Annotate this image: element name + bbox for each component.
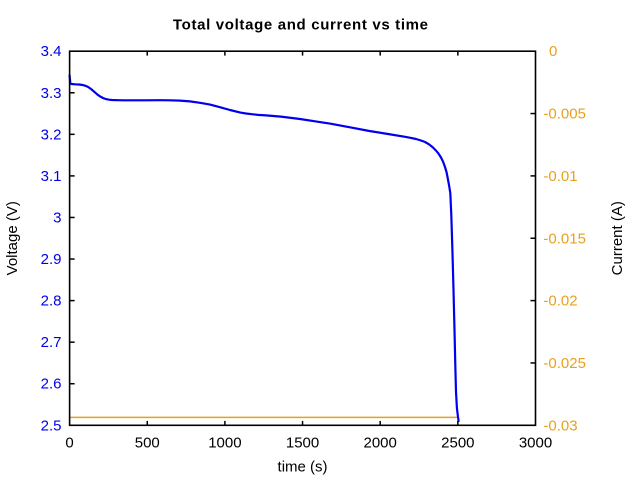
svg-text:-0.03: -0.03 xyxy=(543,417,577,434)
svg-text:-0.02: -0.02 xyxy=(543,293,577,310)
svg-text:1000: 1000 xyxy=(208,435,241,452)
svg-text:2500: 2500 xyxy=(441,435,474,452)
svg-text:0: 0 xyxy=(549,43,557,60)
svg-text:-0.01: -0.01 xyxy=(543,168,577,185)
svg-text:Total voltage and current vs t: Total voltage and current vs time xyxy=(173,17,429,34)
svg-text:3.1: 3.1 xyxy=(41,168,62,185)
svg-text:3.3: 3.3 xyxy=(41,85,62,102)
svg-text:-0.025: -0.025 xyxy=(543,355,586,372)
svg-text:-0.005: -0.005 xyxy=(543,106,586,123)
svg-text:2000: 2000 xyxy=(364,435,397,452)
svg-text:2.7: 2.7 xyxy=(41,334,62,351)
svg-text:Current (A): Current (A) xyxy=(609,201,626,275)
svg-text:1500: 1500 xyxy=(286,435,319,452)
svg-text:3.4: 3.4 xyxy=(41,43,62,60)
svg-text:2.5: 2.5 xyxy=(41,417,62,434)
svg-text:3: 3 xyxy=(53,210,61,227)
svg-text:2.9: 2.9 xyxy=(41,251,62,268)
svg-text:2.6: 2.6 xyxy=(41,376,62,393)
svg-text:0: 0 xyxy=(65,435,73,452)
svg-text:2.8: 2.8 xyxy=(41,293,62,310)
svg-text:Voltage (V): Voltage (V) xyxy=(4,201,21,275)
svg-text:3000: 3000 xyxy=(519,435,552,452)
svg-text:time (s): time (s) xyxy=(278,459,328,476)
svg-text:-0.015: -0.015 xyxy=(543,230,586,247)
svg-text:500: 500 xyxy=(135,435,160,452)
svg-text:3.2: 3.2 xyxy=(41,126,62,143)
